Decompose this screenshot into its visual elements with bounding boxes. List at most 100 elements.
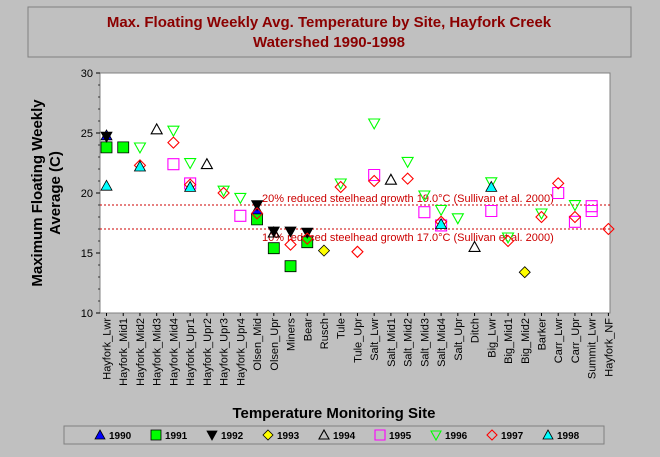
- title-box: [27, 6, 632, 58]
- chart-title-line-2: Watershed 1990-1998: [253, 34, 405, 51]
- legend-box: [63, 425, 605, 445]
- y-axis-label-line-2: Average (C): [47, 151, 64, 235]
- x-tick-label: Hayfork_Mid1: [118, 318, 130, 386]
- x-tick-label: Hayfork_NF: [603, 318, 615, 377]
- y-axis: 10 15 20 25 30: [81, 68, 100, 320]
- reference-lines: 20% reduced steelhead growth 19.0°C (Sul…: [100, 193, 610, 244]
- data-point-1997: [351, 245, 364, 259]
- x-tick-label: Bear: [302, 318, 314, 342]
- data-point-1998: [100, 179, 113, 191]
- x-tick-label: Olsen_Mid: [252, 318, 264, 371]
- x-tick-label: Salt_Mid3: [419, 318, 431, 367]
- y-tick-label: 20: [81, 188, 93, 200]
- data-point-1995: [234, 209, 247, 222]
- chart-title-line-1: Max. Floating Weekly Avg. Temperature by…: [107, 14, 552, 31]
- legend-marker-1995: [374, 429, 386, 441]
- x-tick-label: Rusch: [319, 318, 331, 349]
- data-point-1996: [484, 177, 498, 189]
- data-point-1992: [250, 200, 264, 212]
- x-tick-label: Barker: [536, 318, 548, 351]
- legend-label: 1998: [557, 431, 580, 442]
- data-point-1996: [434, 204, 448, 217]
- x-tick-label: Salt_Mid4: [436, 318, 448, 367]
- data-point-1996: [401, 156, 415, 169]
- data-point-1997: [568, 210, 582, 224]
- legend-marker-1997: [486, 429, 498, 441]
- legend-marker-1990: [94, 429, 106, 440]
- legend-label: 1994: [333, 431, 356, 442]
- legend-marker-1992: [206, 430, 218, 441]
- legend-marker-1993: [262, 429, 274, 441]
- data-point-1994: [150, 122, 164, 135]
- data-point-1996: [367, 118, 381, 131]
- x-tick-label: Hayfork_Mid3: [152, 318, 164, 386]
- data-point-1995: [585, 204, 598, 218]
- x-tick-label: Big_Mid2: [520, 318, 532, 364]
- legend-label: 1990: [109, 431, 132, 442]
- data-point-1995: [435, 219, 448, 232]
- data-point-1997: [284, 238, 297, 251]
- data-point-1991: [301, 236, 314, 249]
- data-point-1998: [434, 217, 448, 229]
- legend-marker-1996: [430, 430, 442, 442]
- x-tick-label: Carr_Upr: [570, 318, 582, 364]
- data-point-1995: [485, 204, 498, 218]
- data-point-1996: [417, 190, 431, 203]
- x-tick-label: Hayfork_Mid4: [168, 318, 180, 386]
- data-point-1998: [485, 180, 498, 192]
- data-point-1997: [401, 172, 414, 185]
- x-axis: Hayfork_Lwr Hayfork_Mid1 Hayfork_Mid2 Hayfo…: [102, 313, 615, 386]
- x-tick-label: Olsen_Upr: [269, 318, 281, 371]
- data-point-1995: [568, 215, 581, 228]
- y-tick-label: 10: [81, 308, 93, 320]
- data-point-1993: [518, 266, 531, 279]
- data-point-1991: [117, 141, 130, 154]
- data-point-1996: [166, 125, 180, 138]
- x-tick-label: Tule_Upr: [352, 318, 364, 363]
- data-point-1996: [183, 158, 197, 170]
- legend-marker-1994: [318, 428, 330, 440]
- x-tick-label: Carr_Lwr: [553, 318, 565, 364]
- data-point-1995: [167, 158, 180, 171]
- legend-label: 1993: [277, 431, 300, 442]
- data-point-1992: [100, 131, 113, 143]
- x-tick-label: Hayfork_Mid2: [135, 318, 147, 386]
- data-point-1995: [585, 200, 598, 213]
- y-tick-label: 15: [81, 248, 93, 260]
- legend-marker-1991: [150, 429, 162, 441]
- data-point-1996: [217, 185, 231, 198]
- data-point-1992: [284, 226, 297, 238]
- data-point-1996: [133, 142, 147, 155]
- reference-line-label: 10% reduced steelhead growth 17.0°C (Sul…: [262, 232, 554, 244]
- y-tick-label: 30: [81, 68, 93, 80]
- x-tick-label: Hayfork_Lwr: [102, 318, 114, 380]
- data-marks: [100, 118, 615, 279]
- x-tick-label: Ditch: [470, 318, 482, 343]
- legend-label: 1995: [389, 431, 412, 442]
- data-point-1997: [334, 180, 347, 194]
- data-point-1995: [418, 206, 431, 219]
- x-tick-label: Salt_Mid1: [386, 318, 398, 367]
- data-point-1994: [384, 173, 398, 185]
- data-point-1997: [535, 210, 548, 224]
- x-tick-label: Miners: [286, 318, 298, 352]
- legend-label: 1992: [221, 431, 244, 442]
- y-axis-label-line-1: Maximum Floating Weekly: [29, 99, 46, 287]
- data-point-1998: [183, 180, 197, 192]
- x-tick-label: Hayfork_Upr1: [185, 318, 197, 386]
- data-point-1997: [602, 222, 615, 236]
- data-point-1993: [317, 244, 331, 257]
- legend-label: 1997: [501, 431, 524, 442]
- y-tick-label: 25: [81, 128, 93, 140]
- legend-label: 1996: [445, 431, 468, 442]
- x-tick-label: Salt_Mid2: [403, 318, 415, 367]
- x-tick-label: Summit_Lwr: [587, 318, 599, 379]
- x-tick-label: Tule: [336, 318, 348, 339]
- data-point-1996: [568, 200, 582, 212]
- x-tick-label: Big_Mid1: [503, 318, 515, 364]
- data-point-1998: [133, 160, 147, 172]
- x-tick-label: Hayfork_Upr2: [202, 318, 214, 386]
- data-point-1997: [551, 177, 565, 190]
- data-point-1994: [200, 157, 214, 170]
